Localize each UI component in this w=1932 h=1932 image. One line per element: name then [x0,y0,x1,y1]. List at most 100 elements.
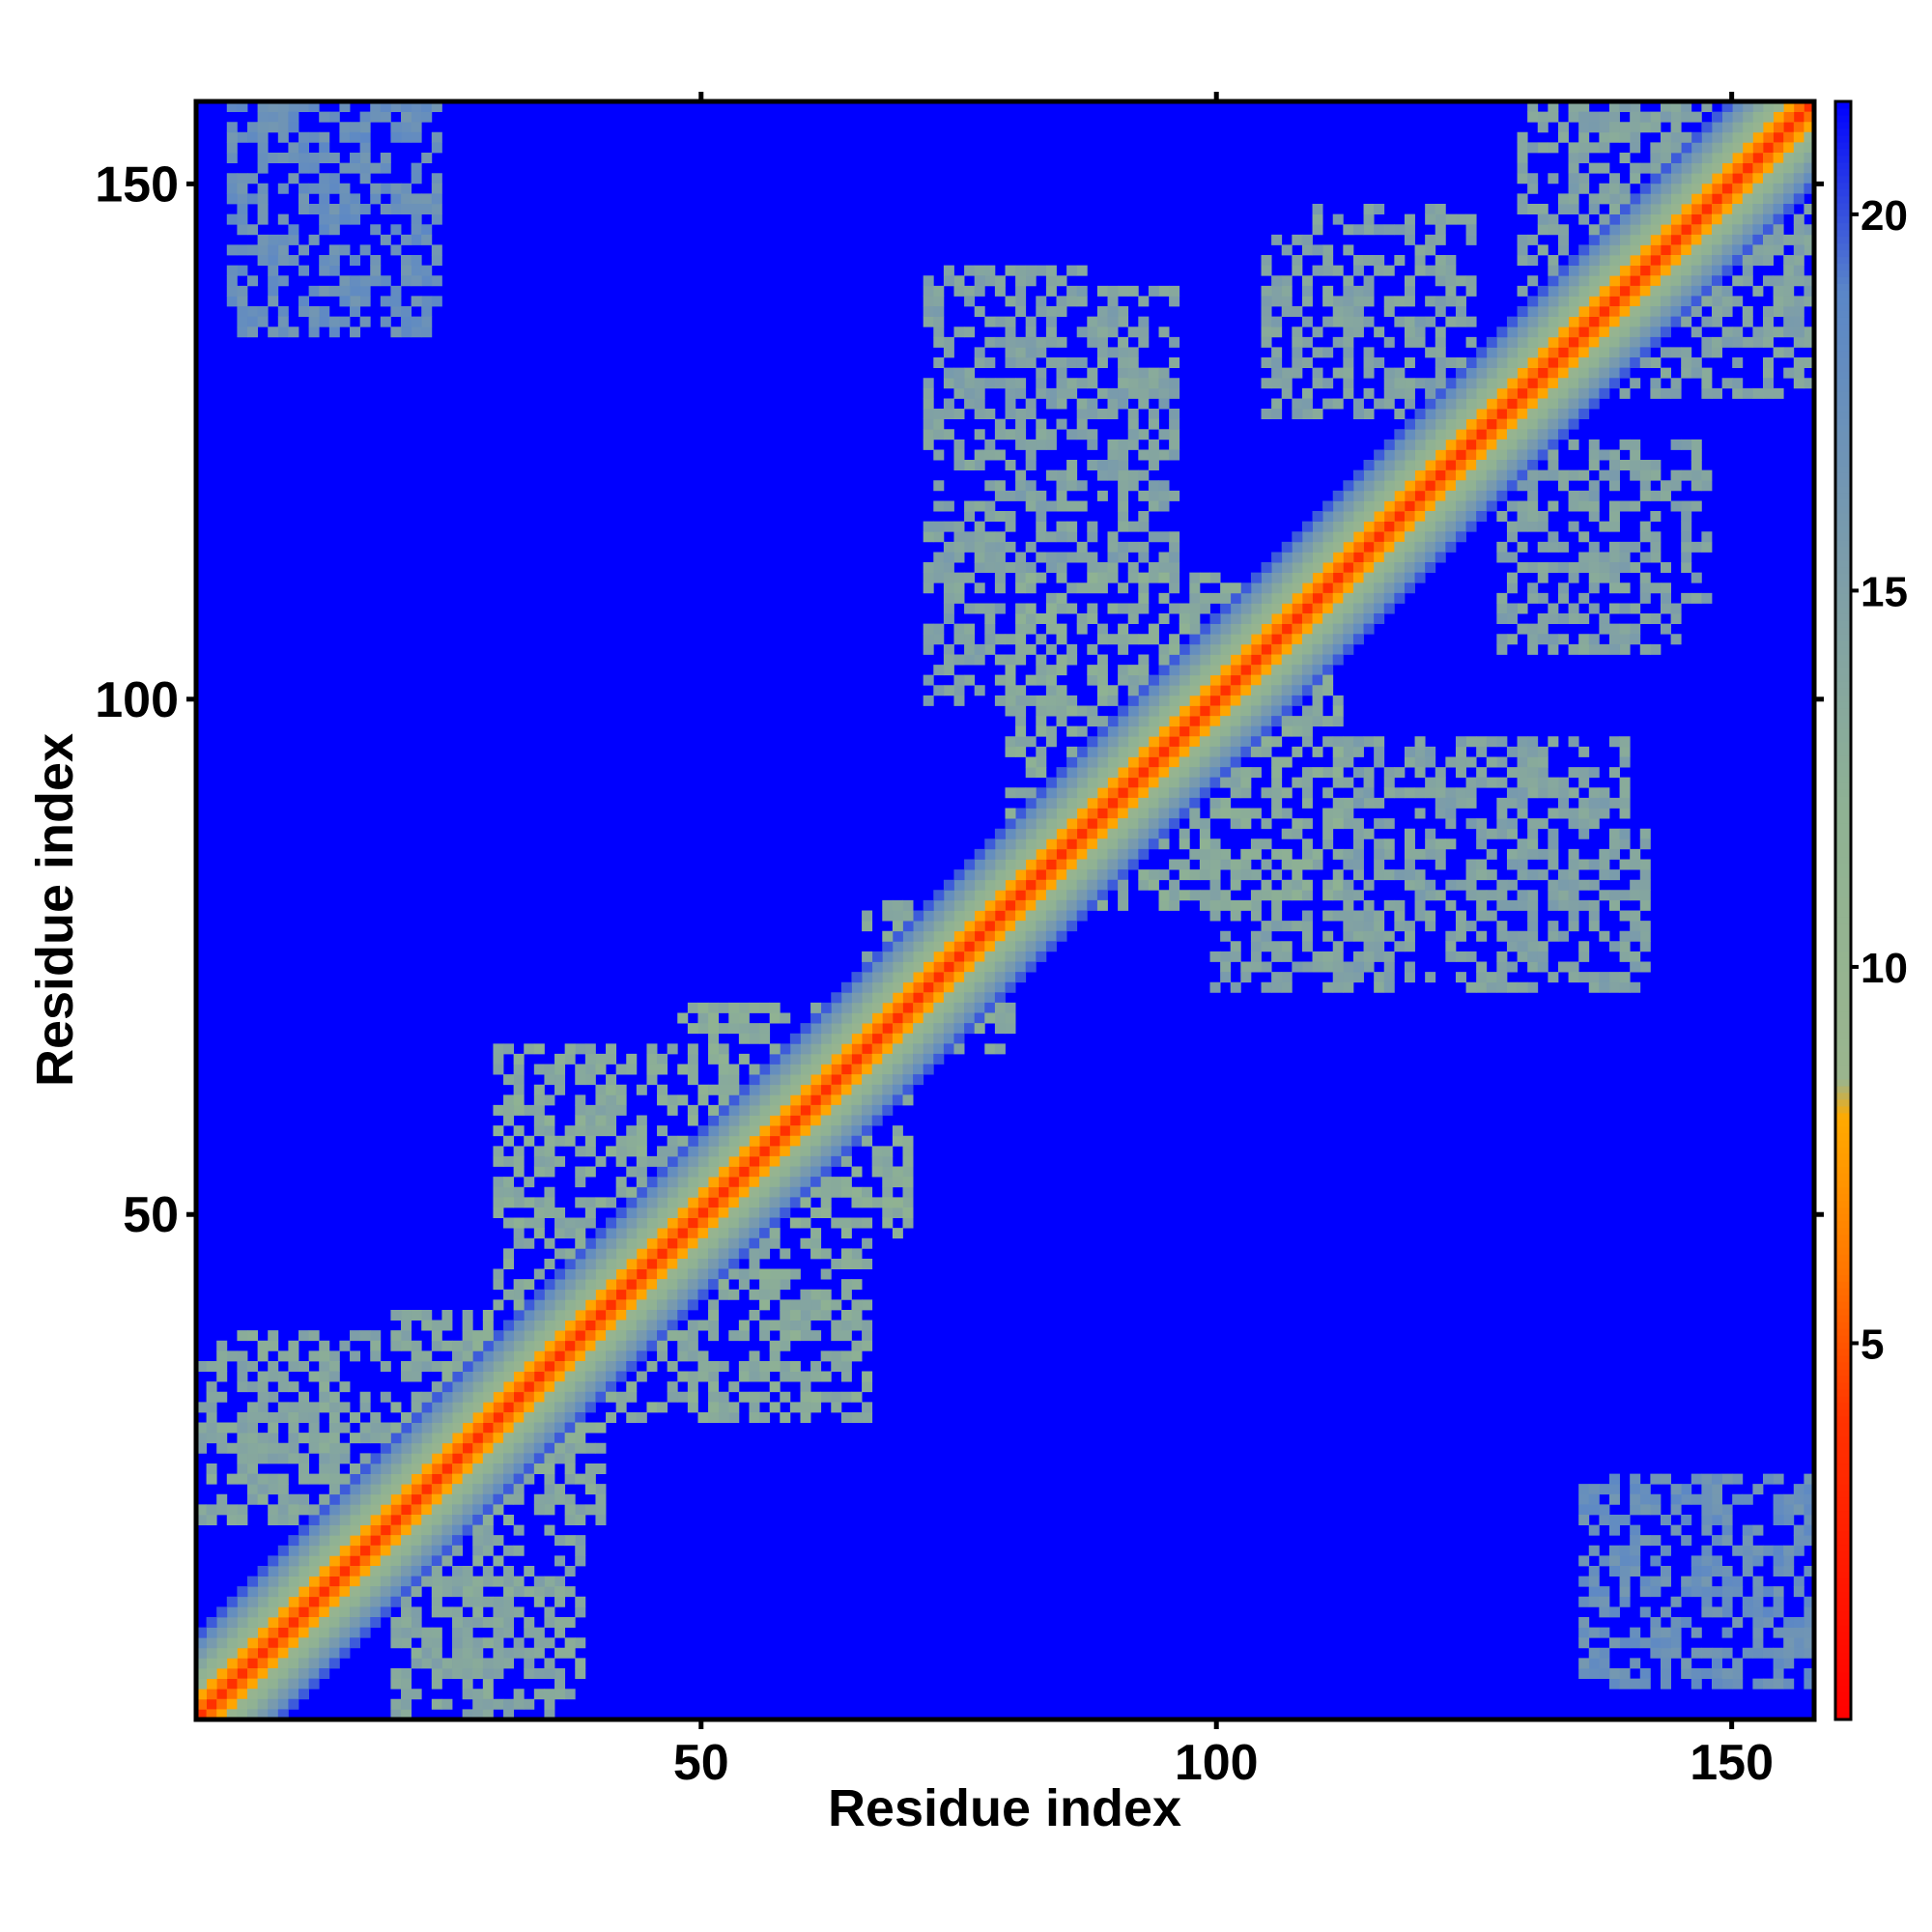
colorbar-swatch [1835,378,1851,385]
colorbar-swatch [1835,1301,1851,1309]
colorbar-swatch [1835,344,1851,352]
x-tick-label: 50 [673,1735,729,1791]
colorbar-swatch [1835,775,1851,783]
colorbar-swatch [1835,1105,1851,1114]
colorbar-swatch [1835,371,1851,379]
colorbar-swatch [1835,1281,1851,1289]
colorbar-swatch [1835,1072,1851,1080]
colorbar-swatch [1835,991,1851,999]
heatmap-cells [196,101,1815,1720]
colorbar-swatch [1835,1496,1851,1505]
colorbar-swatch [1835,1665,1851,1673]
colorbar-swatch [1835,175,1851,184]
colorbar-swatch [1835,1422,1851,1431]
colorbar-swatch [1835,107,1851,116]
colorbar-swatch [1835,330,1851,338]
colorbar-swatch [1835,1227,1851,1235]
colorbar-swatch [1835,1598,1851,1605]
colorbar-tick-label: 5 [1861,1321,1884,1368]
colorbar-swatch [1835,593,1851,601]
colorbar-swatch [1835,1638,1851,1646]
colorbar-swatch [1835,1146,1851,1154]
colorbar-swatch [1835,735,1851,743]
colorbar-swatch [1835,498,1851,507]
colorbar-swatch [1835,1362,1851,1370]
colorbar-swatch [1835,1523,1851,1532]
colorbar-swatch [1835,573,1851,582]
colorbar-swatch [1835,1254,1851,1262]
colorbar-swatch [1835,1402,1851,1410]
colorbar-swatch [1835,202,1851,211]
colorbar-swatch [1835,1429,1851,1437]
y-tick-label: 150 [95,156,179,213]
colorbar-swatch [1835,1564,1851,1572]
colorbar-swatch [1835,229,1851,238]
colorbar-swatch [1835,1679,1851,1687]
colorbar-swatch [1835,141,1851,150]
colorbar-swatch [1835,492,1851,500]
colorbar-swatch [1835,1463,1851,1471]
colorbar-swatch [1835,1408,1851,1417]
colorbar-swatch [1835,640,1851,648]
colorbar-swatch [1835,722,1851,729]
colorbar-swatch [1835,1544,1851,1552]
colorbar-swatch [1835,566,1851,575]
colorbar-swatch [1835,627,1851,635]
colorbar-swatch [1835,168,1851,177]
colorbar-swatch [1835,742,1851,750]
colorbar-swatch [1835,930,1851,938]
colorbar-swatch [1835,1396,1851,1404]
colorbar-swatch [1835,242,1851,251]
colorbar-swatch [1835,1584,1851,1592]
colorbar-swatch [1835,310,1851,318]
colorbar-swatch [1835,1011,1851,1019]
colorbar-swatch [1835,1389,1851,1397]
colorbar-swatch [1835,1207,1851,1215]
colorbar-swatch [1835,613,1851,621]
colorbar-swatch [1835,1213,1851,1222]
colorbar-swatch [1835,668,1851,675]
colorbar-swatch [1835,1510,1851,1519]
colorbar-swatch [1835,869,1851,878]
colorbar-swatch [1835,364,1851,372]
colorbar-swatch [1835,1692,1851,1700]
colorbar-swatch [1835,1342,1851,1350]
colorbar-swatch [1835,290,1851,298]
colorbar-swatch [1835,418,1851,426]
colorbar-swatch [1835,1038,1851,1046]
colorbar-swatch [1835,607,1851,614]
colorbar-swatch [1835,701,1851,709]
colorbar-swatch [1835,917,1851,924]
colorbar-swatch [1835,148,1851,156]
colorbar-swatch [1835,1713,1851,1720]
colorbar-swatch [1835,1065,1851,1073]
y-tick-label: 100 [95,672,179,728]
colorbar-swatch [1835,1045,1851,1053]
x-tick-label: 100 [1175,1735,1259,1791]
colorbar-swatch [1835,405,1851,412]
colorbar-swatch [1835,1442,1851,1451]
colorbar-swatch [1835,1274,1851,1282]
colorbar-swatch [1835,485,1851,494]
colorbar-swatch [1835,1125,1851,1134]
colorbar-swatch [1835,910,1851,918]
colorbar-swatch [1835,781,1851,790]
colorbar-swatch [1835,1349,1851,1356]
colorbar-swatch [1835,998,1851,1006]
colorbar-swatch [1835,842,1851,851]
colorbar-swatch [1835,431,1851,440]
colorbar-swatch [1835,1659,1851,1666]
colorbar-swatch [1835,236,1851,244]
colorbar-swatch [1835,1052,1851,1060]
colorbar-swatch [1835,795,1851,804]
colorbar-swatch [1835,822,1851,831]
colorbar-swatch [1835,1179,1851,1188]
colorbar-swatch [1835,324,1851,331]
colorbar-swatch [1835,1321,1851,1329]
colorbar-swatch [1835,276,1851,284]
colorbar-swatch [1835,708,1851,716]
colorbar-swatch [1835,681,1851,689]
colorbar-swatch [1835,600,1851,608]
colorbar-swatch [1835,586,1851,594]
colorbar-swatch [1835,984,1851,992]
